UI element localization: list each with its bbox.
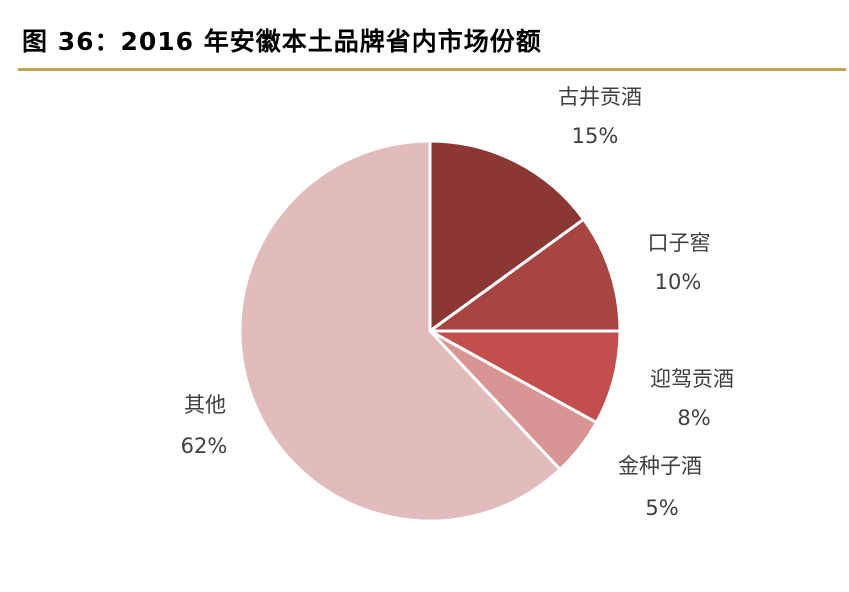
pie-slice-yingjia — [429, 329, 622, 425]
figure-title: 图 36：2016 年安徽本土品牌省内市场份额 — [22, 27, 542, 56]
slice-value-other: 62% — [181, 434, 228, 458]
slice-label-kouzijiao: 口子窖 — [648, 231, 711, 255]
slice-value-jinzhongzi: 5% — [645, 496, 678, 520]
slice-label-other: 其他 — [184, 393, 226, 417]
slice-label-jinzhongzi: 金种子酒 — [618, 454, 702, 478]
slice-value-gujing: 15% — [572, 124, 619, 148]
slice-label-yingjia: 迎驾贡酒 — [650, 367, 734, 391]
slice-value-yingjia: 8% — [677, 406, 710, 430]
title-divider — [18, 68, 846, 71]
pie-slices — [238, 139, 622, 523]
slice-label-gujing: 古井贡酒 — [558, 85, 642, 109]
pie-slice-other — [238, 139, 563, 523]
pie-slice-gujing — [428, 139, 586, 334]
pie-slice-kouzijiao — [425, 217, 622, 333]
slice-value-kouzijiao: 10% — [655, 270, 702, 294]
pie-labels: 古井贡酒 15% 口子窖 10% 迎驾贡酒 8% 金种子酒 5% 其他 62% — [181, 85, 734, 520]
